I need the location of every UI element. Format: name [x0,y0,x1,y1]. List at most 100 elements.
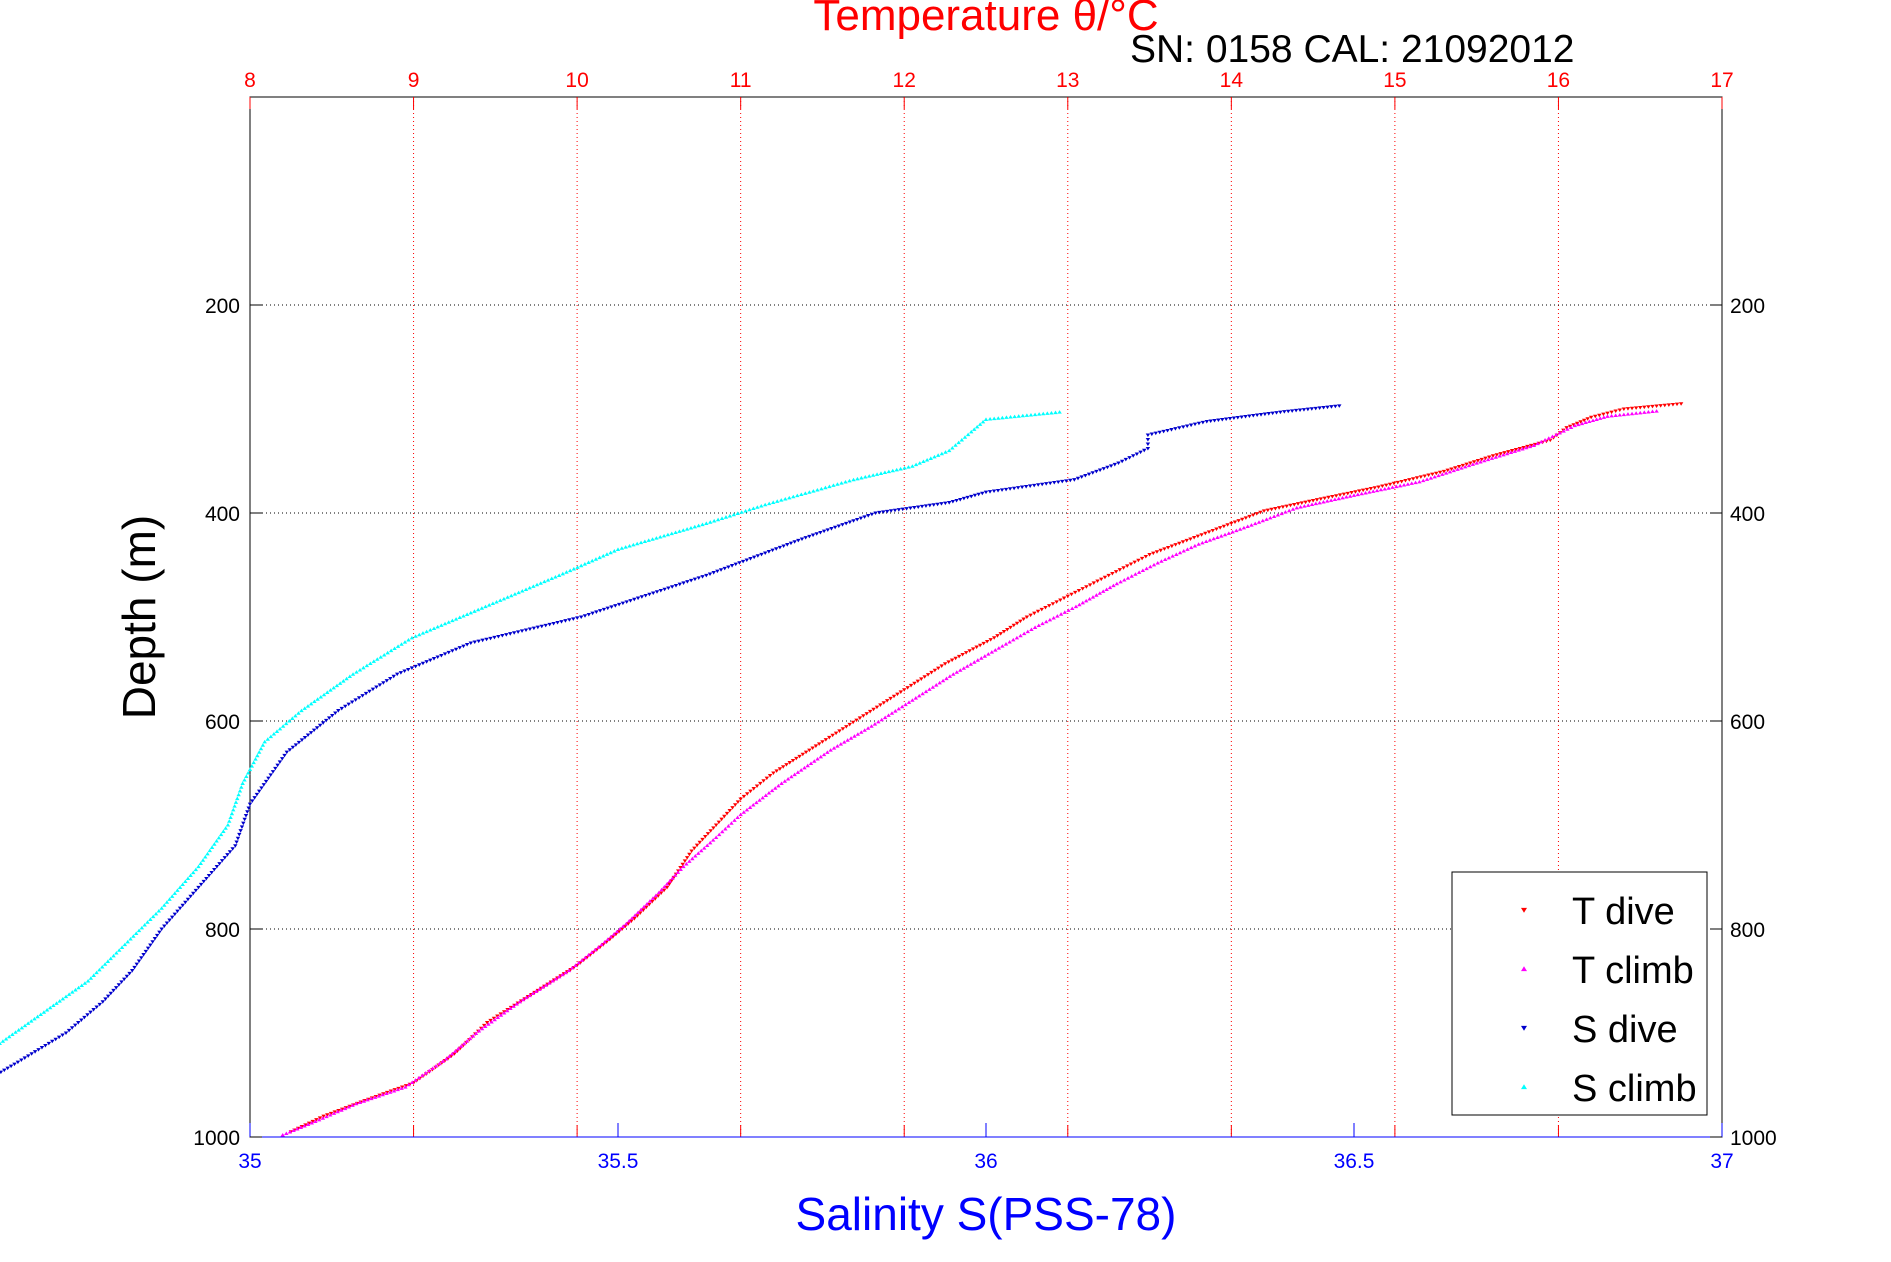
data-point [270,770,276,774]
data-point [1162,547,1167,551]
data-point [1191,536,1197,540]
data-point [1154,550,1160,554]
data-point [316,1117,322,1122]
data-point [229,811,235,816]
data-point [807,748,812,753]
data-point [455,1046,461,1051]
data-point [1014,635,1020,640]
data-point [162,924,167,929]
data-point [547,981,552,985]
data-point [136,928,142,933]
data-point [951,672,956,676]
data-point [571,566,577,571]
data-point [1330,495,1335,499]
data-point [375,657,380,661]
data-point [775,499,780,503]
data-point [744,807,750,812]
data-point [1463,464,1468,469]
data-point [852,734,857,738]
data-point [735,511,740,515]
data-point [840,727,846,731]
data-point [715,517,721,522]
data-point [395,644,401,648]
data-point [939,451,945,456]
data-point [175,888,180,892]
data-point [1210,528,1215,533]
data-point [1275,513,1281,517]
data-point [740,559,746,564]
data-point [690,856,695,861]
data-point [635,596,641,601]
data-point [1321,406,1326,410]
data-point [76,985,81,990]
data-point [1203,531,1208,536]
data-point [156,909,162,913]
data-point [923,689,929,694]
data-point [836,524,841,528]
data-point [874,472,880,476]
data-point [1284,504,1289,509]
data-point [1325,405,1330,410]
data-point [488,1018,493,1023]
data-point [266,776,271,781]
data-point [967,649,972,653]
data-point [987,490,993,494]
data-point [1617,413,1622,417]
data-point [1005,627,1010,632]
tick-label-top-x: 9 [408,69,420,92]
data-point [1561,429,1566,433]
data-point [1313,501,1319,506]
data-point [1018,633,1023,638]
data-point [243,814,249,818]
data-point [627,544,632,548]
data-point [227,850,233,854]
data-point [723,826,728,831]
data-point [206,873,212,878]
data-point [1184,538,1189,543]
data-point [1364,487,1370,492]
data-point [1329,405,1334,409]
data-point [94,1005,99,1009]
data-point [550,979,555,983]
data-point [1243,415,1248,419]
data-point [280,724,286,728]
data-point [487,603,492,607]
data-point [1131,454,1136,458]
data-point [976,492,981,497]
data-point [635,541,640,546]
data-point [818,530,823,535]
data-point [1382,486,1387,491]
data-point [638,911,643,915]
data-point [785,776,791,781]
data-point [1047,617,1053,622]
data-point [662,587,667,592]
data-point [125,939,130,944]
data-point [452,1052,457,1056]
data-point [635,914,640,918]
data-point [1177,426,1182,430]
data-point [1247,514,1252,519]
data-point [1654,409,1659,413]
data-point [1148,564,1153,569]
data-point [1283,510,1288,514]
data-point [1134,452,1140,456]
data-point [381,681,386,685]
data-point [855,517,860,522]
data-point [1058,598,1063,602]
data-point [1113,570,1119,574]
tick-label-bottom-x: 37 [1710,1150,1733,1173]
data-point [1394,484,1399,489]
data-point [1449,467,1454,471]
tick-label-top-x: 15 [1383,69,1406,92]
data-point [198,861,203,865]
data-point [543,623,548,628]
data-point [692,577,698,582]
data-point [283,721,289,726]
data-point [553,574,558,579]
data-point [981,641,986,646]
data-point [321,692,327,697]
data-point [134,962,139,967]
data-point [1490,454,1496,458]
data-point [747,805,753,809]
data-point [991,416,997,421]
